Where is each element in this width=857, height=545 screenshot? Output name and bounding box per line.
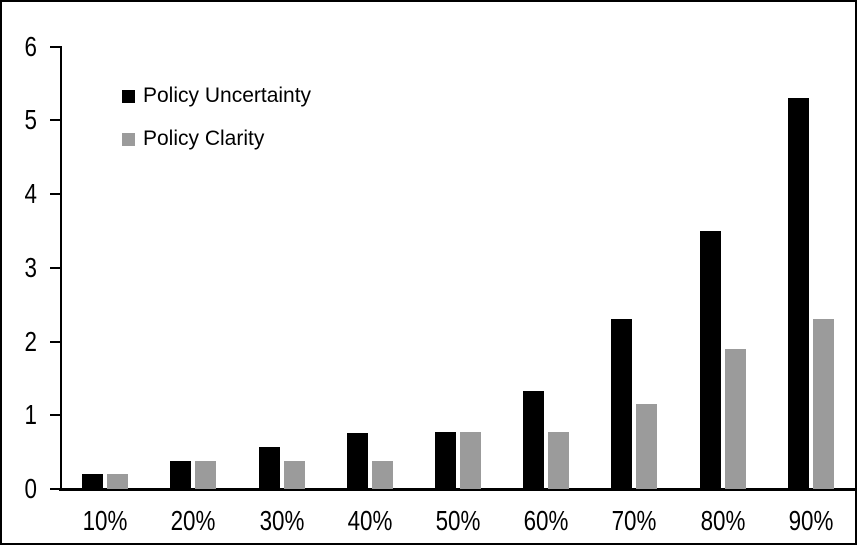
x-axis-label: 80% <box>700 505 746 536</box>
bar-policy-clarity-70% <box>636 404 658 489</box>
bar-policy-uncertainty-50% <box>435 432 456 489</box>
bar-policy-clarity-20% <box>195 460 217 489</box>
y-axis-line <box>60 46 62 490</box>
bar-policy-clarity-80% <box>724 348 746 489</box>
y-axis-label: 3 <box>24 251 37 283</box>
bar-policy-uncertainty-60% <box>523 390 545 489</box>
legend: Policy Uncertainty Policy Clarity <box>122 84 312 171</box>
x-axis-label: 40% <box>347 505 393 536</box>
bar-policy-uncertainty-90% <box>787 98 809 489</box>
bar-policy-clarity-10% <box>107 474 129 489</box>
bar-policy-uncertainty-10% <box>82 474 104 489</box>
bar-policy-uncertainty-20% <box>170 460 192 489</box>
bar-policy-clarity-50% <box>460 432 481 489</box>
bar-policy-uncertainty-40% <box>346 432 368 489</box>
x-axis-label: 50% <box>435 505 481 536</box>
x-axis-label: 10% <box>82 505 128 536</box>
y-axis-label: 2 <box>24 325 37 357</box>
legend-label-policy-clarity: Policy Clarity <box>143 127 265 150</box>
legend-label-policy-uncertainty: Policy Uncertainty <box>143 84 312 107</box>
x-axis-label: 20% <box>170 505 216 536</box>
bar-policy-uncertainty-30% <box>258 446 280 489</box>
bar-policy-clarity-30% <box>283 460 305 489</box>
x-axis-label: 60% <box>523 505 569 536</box>
y-axis-label: 5 <box>24 104 37 136</box>
legend-entry-policy-clarity: Policy Clarity <box>122 127 311 150</box>
bar-policy-clarity-60% <box>548 432 570 489</box>
x-axis-label: 30% <box>259 505 304 536</box>
bar-policy-clarity-40% <box>371 460 393 489</box>
y-axis-label: 1 <box>24 399 37 431</box>
legend-swatch-black-icon <box>122 89 135 103</box>
y-axis-label: 4 <box>24 178 37 209</box>
bar-policy-clarity-90% <box>812 319 834 489</box>
y-axis-label: 0 <box>24 473 37 504</box>
y-axis-tick <box>50 193 61 195</box>
legend-swatch-gray-icon <box>122 132 135 146</box>
bar-policy-uncertainty-70% <box>611 319 633 489</box>
y-axis-tick <box>50 119 61 122</box>
legend-entry-policy-uncertainty: Policy Uncertainty <box>122 84 312 107</box>
x-axis-label: 70% <box>612 505 657 536</box>
y-axis-tick <box>50 340 61 343</box>
y-axis-tick <box>50 266 61 269</box>
y-axis-tick <box>50 488 61 490</box>
bar-policy-uncertainty-80% <box>699 230 721 489</box>
x-axis-line <box>59 488 855 491</box>
y-axis-tick <box>50 45 61 48</box>
y-axis-label: 6 <box>24 30 37 62</box>
x-axis-label: 90% <box>788 505 834 536</box>
y-axis-tick <box>50 414 61 417</box>
